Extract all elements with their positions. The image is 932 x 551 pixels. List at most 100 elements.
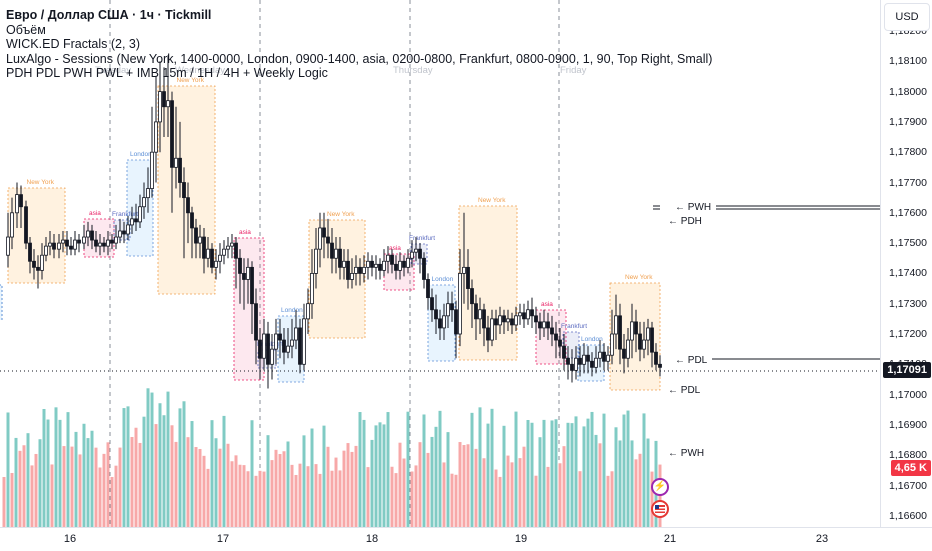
candle-up bbox=[574, 357, 578, 371]
volume-bar-down bbox=[394, 473, 398, 527]
candle-up bbox=[362, 266, 366, 274]
pdl-label: ← PDL bbox=[668, 385, 701, 396]
volume-bar-up bbox=[470, 412, 474, 527]
volume-bar-up bbox=[478, 407, 482, 527]
candle-down bbox=[654, 351, 658, 365]
candle-up bbox=[138, 206, 142, 223]
candle-down bbox=[590, 360, 594, 368]
candle-up bbox=[150, 151, 154, 189]
volume-bar-down bbox=[154, 424, 158, 527]
candle-up bbox=[354, 266, 358, 274]
sessions-indicator-label[interactable]: LuxAlgo - Sessions (New York, 1400-0000,… bbox=[6, 51, 713, 66]
volume-bar-down bbox=[138, 442, 142, 527]
session-label-frankfurt: Frankfurt bbox=[409, 235, 435, 242]
volume-bar-down bbox=[98, 467, 102, 527]
volume-bar-down bbox=[426, 452, 430, 527]
pdh-indicator-label[interactable]: PDH PDL PWH PWL + IMB 15m / 1H / 4H + We… bbox=[6, 66, 328, 80]
candle-up bbox=[414, 248, 418, 253]
candle-up bbox=[57, 242, 61, 250]
candle-down bbox=[538, 321, 542, 329]
candle-down bbox=[186, 197, 190, 214]
volume-bar-down bbox=[102, 453, 106, 527]
candle-down bbox=[530, 309, 534, 317]
volume-bar-up bbox=[42, 408, 46, 527]
bolt-icon[interactable]: ⚡ bbox=[651, 478, 669, 496]
candle-down bbox=[566, 357, 570, 365]
candle-down bbox=[554, 333, 558, 341]
candle-down bbox=[330, 242, 334, 259]
candle-up bbox=[61, 239, 65, 244]
volume-bar-up bbox=[14, 437, 18, 527]
candle-down bbox=[434, 309, 438, 320]
volume-bar-down bbox=[118, 447, 122, 527]
volume-bar-down bbox=[50, 464, 54, 527]
candle-down bbox=[482, 309, 486, 329]
volume-bar-up bbox=[322, 425, 326, 527]
candle-down bbox=[194, 227, 198, 244]
candle-down bbox=[65, 239, 69, 247]
candle-down bbox=[466, 266, 470, 289]
candle-down bbox=[586, 354, 590, 362]
candle-down bbox=[402, 260, 406, 268]
volume-bar-up bbox=[386, 412, 390, 527]
candle-down bbox=[210, 248, 214, 268]
candle-up bbox=[342, 260, 346, 268]
candle-down bbox=[578, 357, 582, 365]
volume-bar-down bbox=[450, 473, 454, 527]
volume-bar-up bbox=[122, 408, 126, 527]
volume-indicator-label[interactable]: Объём bbox=[6, 22, 46, 37]
volume-bar-down bbox=[546, 466, 550, 527]
volume-bar-down bbox=[610, 471, 614, 527]
day-name-label: Tuesday bbox=[95, 65, 131, 76]
candle-up bbox=[310, 272, 314, 305]
candle-down bbox=[422, 257, 426, 280]
candle-up bbox=[218, 254, 222, 262]
candle-down bbox=[430, 297, 434, 311]
fractals-indicator-label[interactable]: WICK.ED Fractals (2, 3) bbox=[6, 37, 141, 51]
candle-down bbox=[250, 266, 254, 305]
candle-down bbox=[110, 239, 114, 244]
pdl-label: ← PDL bbox=[675, 355, 708, 366]
candle-up bbox=[142, 197, 146, 208]
volume-bar-up bbox=[66, 412, 70, 527]
candle-up bbox=[406, 257, 410, 268]
volume-bar-up bbox=[266, 435, 270, 527]
candle-down bbox=[234, 242, 238, 259]
candle-up bbox=[642, 339, 646, 350]
candle-down bbox=[394, 263, 398, 271]
volume-bar-down bbox=[350, 451, 354, 527]
volume-bar-up bbox=[550, 420, 554, 527]
volume-bar-up bbox=[626, 410, 630, 527]
pdh-label: ← PDH bbox=[668, 216, 702, 227]
price-chart[interactable]: Tuesday Wednesday Thursday Friday New York as… bbox=[0, 0, 880, 527]
candle-down bbox=[122, 230, 126, 235]
volume-bar-up bbox=[210, 420, 214, 527]
volume-bar-down bbox=[634, 459, 638, 527]
candle-up bbox=[226, 245, 230, 250]
volume-bar-down bbox=[390, 466, 394, 527]
volume-bar-up bbox=[374, 425, 378, 527]
volume-bar-up bbox=[446, 432, 450, 527]
price-axis[interactable]: 1,18200 1,18100 1,18000 1,17900 1,17800 1,177… bbox=[880, 0, 932, 527]
symbol-title[interactable]: Евро / Доллар США · 1ч · Tickmill bbox=[6, 8, 212, 22]
candle-up bbox=[366, 260, 370, 268]
volume-bar-down bbox=[226, 443, 230, 527]
volume-bar-down bbox=[34, 453, 38, 527]
candle-down bbox=[69, 245, 73, 250]
candle-up bbox=[86, 230, 90, 238]
currency-button[interactable]: USD bbox=[884, 3, 930, 31]
volume-bar-down bbox=[326, 446, 330, 527]
volume-bar-up bbox=[574, 416, 578, 527]
volume-bar-up bbox=[642, 413, 646, 527]
volume-bar-down bbox=[198, 448, 202, 527]
candle-up bbox=[118, 230, 122, 238]
volume-bar-up bbox=[490, 408, 494, 527]
time-axis[interactable]: 16 17 18 19 21 23 bbox=[0, 527, 932, 551]
chart-legend: Евро / Доллар США · 1ч · Tickmill Объём … bbox=[6, 8, 712, 81]
volume-bar-up bbox=[86, 438, 90, 527]
candle-down bbox=[282, 339, 286, 353]
candle-up bbox=[458, 272, 462, 335]
candle-down bbox=[52, 242, 56, 250]
us-flag-icon[interactable] bbox=[651, 500, 669, 518]
candle-up bbox=[462, 266, 466, 274]
